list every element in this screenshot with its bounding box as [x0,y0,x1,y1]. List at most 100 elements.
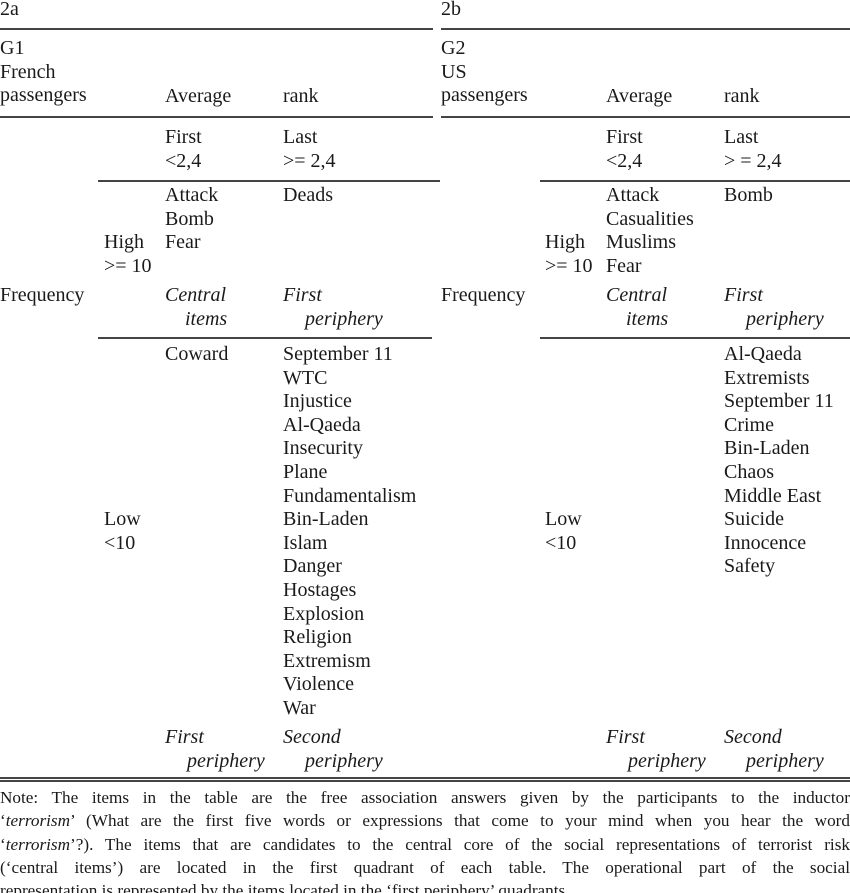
first-periphery-item: Coward [165,343,229,365]
second-periphery-item: Innocence [724,531,807,554]
note-text: ‘ [0,811,6,831]
second-periphery-item: Extremism [283,649,371,672]
note-text: ’?). The items that are candidates to th… [70,834,850,854]
second-periphery-item: September 11 [283,343,393,365]
note-text: Note: The items in the table are the fre… [0,788,850,807]
second-periphery-item: Crime [724,413,774,436]
central-item: Fear [606,254,642,277]
last-rank-header: >= 2,4 [283,149,336,172]
quadrant-caption: First [724,284,763,306]
quadrant-caption: periphery [746,307,824,330]
quadrant-caption: First [606,726,645,748]
bottom-rule [0,780,850,782]
quadrant-caption: items [626,307,669,330]
quadrant-caption: Central [606,284,668,306]
column-header: rank [724,85,760,107]
last-rank-header: > = 2,4 [724,149,782,172]
note-text: ’ (What are the first five words or expr… [70,811,850,831]
low-frequency-label: Low [104,508,141,530]
group-label: US [441,60,467,83]
table-note: Note: The items in the table are the fre… [0,786,850,893]
frequency-label: Frequency [441,284,526,306]
rank-rule [540,180,850,182]
rank-rule [98,180,440,182]
note-text: terrorism [5,834,71,854]
central-item: Fear [165,231,201,254]
second-periphery-item: Religion [283,626,352,649]
first-rank-header: First [165,126,202,148]
quadrant-caption: First [165,726,204,748]
group-label: G2 [441,37,466,59]
frequency-rule [98,337,432,339]
first-periphery-item: Bomb [724,184,773,206]
header-rule [0,116,433,118]
top-rule [0,28,433,30]
frequency-label: Frequency [0,284,85,306]
second-periphery-item: Injustice [283,390,352,413]
high-frequency-label: High [545,231,585,253]
column-header: Average [606,85,673,107]
central-item: Muslims [606,231,677,254]
quadrant-caption: Second [283,726,341,748]
second-periphery-item: Suicide [724,508,784,531]
second-periphery-item: Al-Qaeda [283,413,361,436]
note-line: Note: The items in the table are the fre… [0,786,850,809]
quadrant-caption: Central [165,284,227,306]
high-frequency-label: High [104,231,144,253]
header-rule [441,116,850,118]
note-text: (‘central items’) are located in the fir… [0,857,850,877]
bottom-rule [0,777,850,779]
quadrant-caption: periphery [305,307,383,330]
second-periphery-item: Violence [283,673,354,696]
frequency-rule [540,337,850,339]
second-periphery-item: Bin-Laden [724,437,810,460]
column-header: Average [165,85,232,107]
note-line: (‘central items’) are located in the fir… [0,856,850,879]
low-frequency-label: <10 [545,531,577,554]
central-item: Attack [606,184,660,206]
second-periphery-item: Fundamentalism [283,484,417,507]
low-frequency-label: <10 [104,531,136,554]
note-text: representation is represented by the ite… [0,881,570,893]
quadrant-caption: Second [724,726,782,748]
quadrant-caption: periphery [628,749,706,772]
second-periphery-item: Chaos [724,461,774,483]
second-periphery-item: Insecurity [283,437,363,460]
note-line: representation is represented by the ite… [0,879,850,893]
group-label: passengers [0,84,87,107]
central-item: Casualities [606,207,694,230]
quadrant-caption: periphery [187,749,265,772]
second-periphery-item: Explosion [283,602,365,625]
panel-label: 2a [0,0,19,20]
second-periphery-item: WTC [283,366,328,389]
note-text: terrorism [5,811,71,831]
last-rank-header: Last [283,126,318,148]
second-periphery-item: Middle East [724,484,822,507]
central-item: Attack [165,184,219,206]
second-periphery-item: Safety [724,555,776,578]
second-periphery-item: September 11 [724,390,834,413]
quadrant-caption: items [185,307,228,330]
group-label: passengers [441,84,528,107]
group-label: French [0,60,56,83]
second-periphery-item: Islam [283,531,328,554]
high-frequency-label: >= 10 [545,254,593,277]
second-periphery-item: War [283,697,316,719]
second-periphery-item: Extremists [724,366,810,389]
first-rank-header: <2,4 [165,149,202,172]
first-rank-header: First [606,126,643,148]
first-periphery-item: Deads [283,184,333,206]
last-rank-header: Last [724,126,759,148]
note-text: ‘ [0,834,6,854]
second-periphery-item: Al-Qaeda [724,343,802,365]
second-periphery-item: Danger [283,555,342,578]
group-label: G1 [0,37,25,59]
top-rule [441,28,850,30]
panel-label: 2b [441,0,461,20]
first-rank-header: <2,4 [606,149,643,172]
second-periphery-item: Plane [283,461,328,483]
low-frequency-label: Low [545,508,582,530]
second-periphery-item: Hostages [283,579,357,601]
note-line: ‘terrorism’?). The items that are candid… [0,833,850,856]
